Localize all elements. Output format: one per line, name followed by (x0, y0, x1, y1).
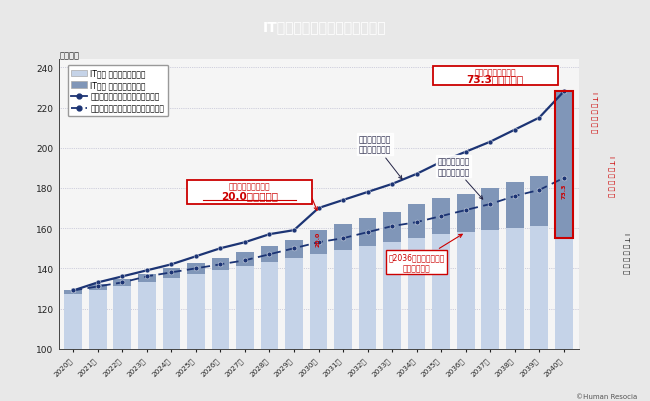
Bar (138, 283, 155, 349)
Text: IT人材の将来需給ギャップ試算: IT人材の将来需給ギャップ試算 (263, 20, 387, 34)
Bar (162, 279, 180, 349)
Bar (432, 235, 450, 349)
Bar (236, 267, 254, 349)
Text: ［高成長シナリオ］: ［高成長シナリオ］ (474, 68, 516, 77)
Text: （万人）: （万人） (60, 51, 80, 60)
Bar (64, 295, 82, 349)
Bar (211, 271, 229, 349)
Bar (334, 225, 352, 251)
Bar (138, 275, 155, 283)
Bar (162, 269, 180, 279)
FancyBboxPatch shape (432, 67, 558, 85)
Bar (408, 205, 426, 239)
Bar (285, 241, 303, 259)
Text: ベースシナリオ
における需要数: ベースシナリオ における需要数 (437, 157, 483, 200)
Bar (89, 285, 107, 291)
Bar (187, 275, 205, 349)
Bar (482, 188, 499, 231)
Legend: IT人材 就業者数（推計）, IT人材 不足数　（推計）, 高成長シナリオ：需要数（推計）, ベースシナリオ　：需要数（推計）: IT人材 就業者数（推計）, IT人材 不足数 （推計）, 高成長シナリオ：需要… (68, 65, 168, 117)
Text: 73.3: 73.3 (562, 183, 566, 198)
Bar (506, 182, 523, 229)
Bar (457, 194, 474, 233)
Bar (359, 247, 376, 349)
Bar (64, 291, 82, 295)
Bar (309, 231, 328, 255)
Bar (432, 198, 450, 235)
Text: I T 人 材 就 業 数: I T 人 材 就 業 数 (623, 232, 629, 273)
Text: I T 人 材 不 足 数: I T 人 材 不 足 数 (608, 156, 614, 197)
Bar (408, 239, 426, 349)
Bar (555, 92, 573, 239)
Bar (482, 231, 499, 349)
Text: ［高成長シナリオ］: ［高成長シナリオ］ (229, 182, 270, 191)
Bar (530, 227, 548, 349)
Text: I T 人 材 需 要 数: I T 人 材 需 要 数 (592, 92, 598, 133)
Text: ［2036年］就業者数が
減少に転じる: ［2036年］就業者数が 減少に転じる (389, 235, 462, 272)
Text: 73.3万人の不足: 73.3万人の不足 (467, 74, 524, 84)
Bar (114, 287, 131, 349)
Bar (359, 219, 376, 247)
Bar (261, 263, 278, 349)
Bar (334, 251, 352, 349)
Bar (211, 259, 229, 271)
Bar (506, 229, 523, 349)
Text: 20.0: 20.0 (316, 231, 321, 247)
Bar (555, 239, 573, 349)
Bar (530, 176, 548, 227)
Bar (236, 253, 254, 267)
Text: ©Human Resocia: ©Human Resocia (576, 393, 637, 399)
Bar (187, 264, 205, 275)
Bar (89, 291, 107, 349)
Bar (384, 213, 401, 243)
Bar (309, 255, 328, 349)
Bar (384, 243, 401, 349)
Bar (114, 280, 131, 287)
Bar (457, 233, 474, 349)
Text: 高成長シナリオ
における需要数: 高成長シナリオ における需要数 (359, 135, 402, 179)
Bar (285, 259, 303, 349)
FancyBboxPatch shape (187, 180, 313, 205)
Text: 20.0万人の不足: 20.0万人の不足 (221, 190, 278, 200)
Bar (261, 247, 278, 263)
